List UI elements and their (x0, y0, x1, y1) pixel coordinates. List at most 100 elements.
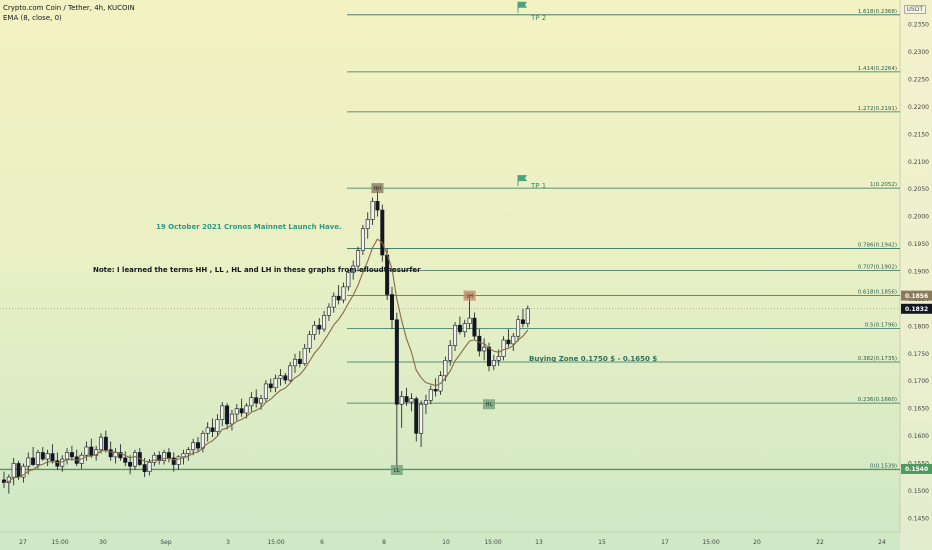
candle-up[interactable] (453, 324, 458, 346)
candle-down[interactable] (385, 254, 390, 295)
candle-up[interactable] (370, 200, 375, 220)
candle-up[interactable] (443, 360, 448, 376)
candle-up[interactable] (516, 319, 521, 337)
price-badge[interactable] (901, 463, 932, 474)
candle-up[interactable] (45, 453, 50, 460)
candle-up[interactable] (409, 398, 414, 403)
candle-down[interactable] (128, 462, 133, 467)
candle-down[interactable] (239, 408, 244, 414)
candle-down[interactable] (477, 335, 482, 352)
candle-down[interactable] (1, 479, 7, 483)
candle-up[interactable] (307, 334, 312, 349)
price-axis-panel[interactable] (900, 0, 932, 550)
candle-up[interactable] (356, 250, 361, 267)
candle-down[interactable] (297, 358, 302, 364)
candle-down[interactable] (196, 442, 201, 449)
candle-up[interactable] (263, 383, 268, 400)
candle-down[interactable] (118, 452, 123, 459)
candle-up[interactable] (278, 375, 283, 379)
candle-down[interactable] (520, 319, 525, 324)
candle-down[interactable] (389, 294, 394, 321)
price-badge[interactable] (901, 303, 932, 314)
candle-down[interactable] (103, 436, 108, 451)
candle-up[interactable] (448, 345, 453, 361)
candle-up[interactable] (259, 398, 264, 404)
candle-up[interactable] (181, 453, 186, 458)
candle-up[interactable] (462, 323, 467, 333)
candle-up[interactable] (491, 360, 496, 367)
candle-down[interactable] (268, 383, 273, 389)
candle-up[interactable] (186, 449, 191, 454)
candle-up[interactable] (525, 308, 530, 324)
candle-up[interactable] (176, 456, 181, 465)
candle-up[interactable] (501, 339, 506, 357)
candle-down[interactable] (40, 452, 45, 460)
candle-up[interactable] (132, 452, 137, 467)
candle-down[interactable] (457, 324, 462, 333)
candle-down[interactable] (31, 457, 36, 465)
candle-down[interactable] (142, 464, 147, 472)
candle-down[interactable] (336, 295, 341, 301)
candle-up[interactable] (244, 405, 249, 414)
candle-up[interactable] (65, 452, 70, 460)
candle-down[interactable] (433, 389, 438, 392)
candle-down[interactable] (123, 457, 128, 463)
candle-up[interactable] (419, 403, 424, 434)
candle-down[interactable] (166, 452, 171, 459)
candle-up[interactable] (249, 397, 254, 407)
candle-down[interactable] (171, 457, 176, 465)
candle-up[interactable] (21, 465, 26, 478)
candle-up[interactable] (482, 346, 487, 352)
candle-up[interactable] (273, 378, 278, 389)
candle-up[interactable] (331, 295, 336, 308)
candle-up[interactable] (229, 413, 234, 425)
candle-up[interactable] (365, 219, 370, 230)
candle-down[interactable] (69, 452, 74, 458)
candle-down[interactable] (108, 449, 113, 458)
currency-badge[interactable]: USDT (903, 5, 926, 14)
candle-down[interactable] (89, 446, 94, 456)
candle-down[interactable] (380, 209, 385, 256)
candle-down[interactable] (486, 346, 491, 367)
candle-down[interactable] (394, 319, 399, 405)
candle-up[interactable] (322, 315, 327, 330)
candle-up[interactable] (288, 365, 293, 381)
candle-up[interactable] (162, 452, 167, 462)
candle-down[interactable] (254, 397, 259, 404)
candle-up[interactable] (292, 358, 297, 367)
candle-down[interactable] (55, 460, 60, 467)
candle-up[interactable] (428, 389, 433, 401)
candle-down[interactable] (283, 375, 288, 381)
candle-up[interactable] (215, 419, 220, 432)
candle-up[interactable] (351, 265, 356, 273)
candle-down[interactable] (50, 453, 55, 462)
candle-up[interactable] (511, 335, 516, 345)
candle-down[interactable] (317, 324, 322, 330)
candle-up[interactable] (467, 317, 472, 324)
candle-up[interactable] (220, 405, 225, 420)
candle-up[interactable] (360, 228, 365, 251)
candle-up[interactable] (147, 462, 152, 472)
candle-up[interactable] (302, 347, 307, 364)
candle-up[interactable] (496, 356, 501, 361)
candle-down[interactable] (210, 427, 215, 432)
candle-up[interactable] (84, 446, 89, 456)
candle-up[interactable] (205, 427, 210, 434)
candle-down[interactable] (472, 317, 477, 337)
candle-up[interactable] (11, 463, 16, 478)
candle-down[interactable] (404, 396, 409, 403)
candle-up[interactable] (35, 452, 40, 465)
candle-up[interactable] (200, 432, 205, 449)
candle-up[interactable] (346, 272, 351, 288)
candle-up[interactable] (99, 436, 104, 451)
candle-up[interactable] (312, 324, 317, 335)
candle-up[interactable] (399, 396, 404, 405)
candle-up[interactable] (423, 400, 428, 405)
candle-down[interactable] (225, 405, 230, 425)
price-badge[interactable] (901, 290, 932, 301)
candle-down[interactable] (506, 339, 511, 345)
candle-down[interactable] (375, 200, 380, 211)
candle-up[interactable] (113, 452, 118, 458)
candle-up[interactable] (326, 306, 331, 316)
